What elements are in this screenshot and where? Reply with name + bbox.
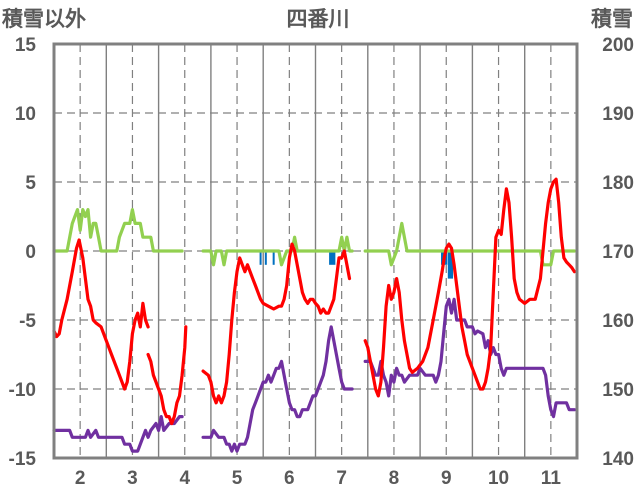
blue-bar <box>264 251 267 265</box>
blue-bar <box>447 251 454 279</box>
green-series-line <box>363 221 577 267</box>
y-right-tick-label: 160 <box>602 311 634 332</box>
x-tick-label: 4 <box>179 468 190 489</box>
red-series-line <box>52 238 150 391</box>
red-series-line <box>363 177 577 398</box>
y-right-tick-label: 190 <box>602 104 634 125</box>
x-tick-label: 5 <box>232 468 243 489</box>
series-lines <box>52 177 577 453</box>
y-left-tick-label: 15 <box>15 35 37 56</box>
x-tick-label: 6 <box>284 468 295 489</box>
y-right-tick-label: 180 <box>602 173 634 194</box>
y-right-tick-label: 140 <box>602 449 634 470</box>
x-tick-label: 8 <box>389 468 400 489</box>
blue-bar <box>272 251 275 265</box>
x-tick-label: 9 <box>441 468 452 489</box>
y-left-tick-label: -5 <box>19 311 36 332</box>
purple-series-line <box>201 325 354 453</box>
plot-frame <box>52 42 579 460</box>
y-left-tick-label: 0 <box>25 242 36 263</box>
chart-title: 四番川 <box>287 7 350 31</box>
y-left-tick-label: 10 <box>15 104 36 125</box>
x-tick-label: 10 <box>488 468 509 489</box>
y-right-tick-label: 200 <box>602 35 634 56</box>
red-series-line <box>146 325 188 426</box>
purple-series-line <box>363 297 577 419</box>
y-left-axis-label: 積雪以外 <box>2 7 86 31</box>
blue-bar <box>259 251 262 265</box>
red-series-line <box>201 242 352 405</box>
green-series-line <box>52 208 184 253</box>
x-tick-label: 11 <box>541 468 562 489</box>
x-tick-label: 3 <box>127 468 138 489</box>
y-right-axis-label: 積雪 <box>591 7 633 31</box>
blue-bar <box>329 251 336 265</box>
y-right-tick-label: 170 <box>602 242 634 263</box>
tick-labels: 15 10 5 0 -5 -10 -15 200 190 180 170 160 150 140 2 3 4 5 6… <box>9 35 634 489</box>
y-right-tick-label: 150 <box>602 380 634 401</box>
purple-series-line <box>52 415 184 453</box>
x-tick-label: 7 <box>336 468 347 489</box>
x-tick-label: 2 <box>75 468 86 489</box>
y-left-tick-label: -15 <box>9 449 37 470</box>
y-left-tick-label: -10 <box>9 380 36 401</box>
y-left-tick-label: 5 <box>25 173 36 194</box>
